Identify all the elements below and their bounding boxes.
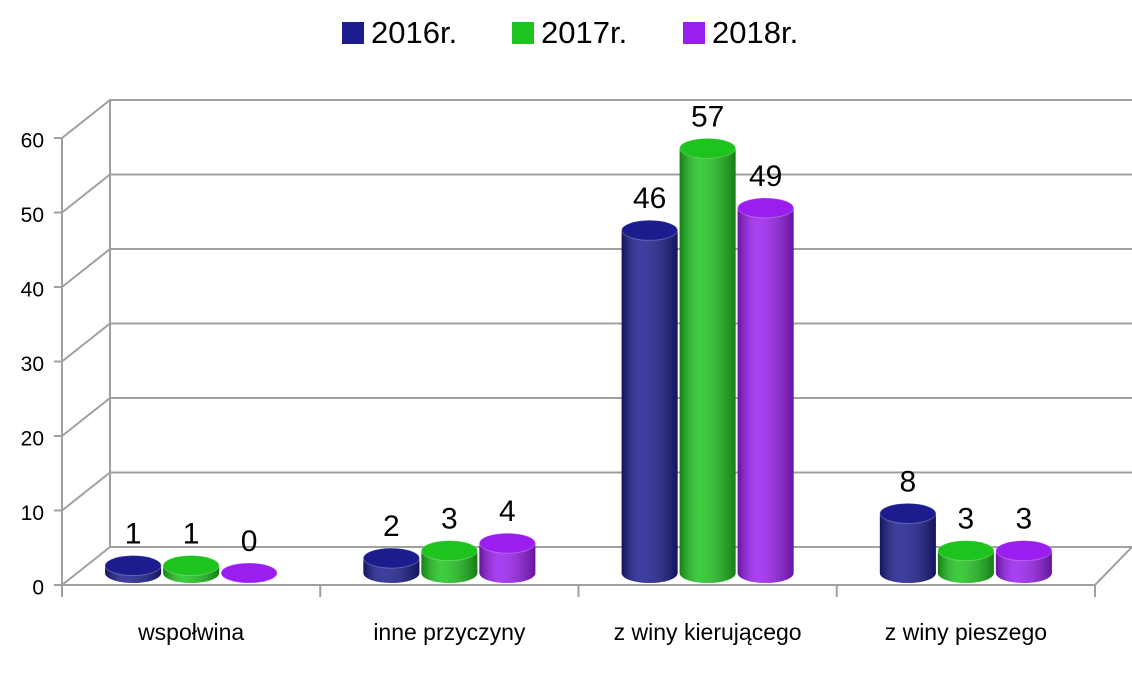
data-label: 46	[633, 182, 666, 215]
bar	[220, 562, 278, 584]
data-label: 2	[383, 510, 400, 543]
bar	[104, 555, 162, 583]
grid-line	[61, 173, 1132, 214]
grid-line	[61, 397, 1132, 437]
bar	[737, 197, 795, 583]
data-label: 0	[241, 525, 258, 558]
data-label: 1	[183, 517, 200, 550]
x-tick-label: z winy pieszego	[884, 619, 1048, 645]
data-label: 3	[441, 503, 458, 536]
bar	[362, 547, 420, 583]
x-tick-label: inne przyczyny	[373, 619, 526, 645]
bar	[420, 540, 478, 583]
y-tick-label: 60	[21, 130, 44, 153]
legend-swatch	[342, 22, 364, 44]
y-tick-label: 40	[21, 279, 44, 302]
grid-line	[61, 99, 1132, 139]
legend-label: 2017r.	[541, 15, 627, 50]
x-tick-label: wspołwina	[138, 619, 245, 645]
y-tick-label: 20	[21, 428, 44, 451]
bar	[679, 137, 737, 583]
data-label: 49	[749, 160, 782, 193]
data-label: 3	[1016, 503, 1033, 536]
bar	[478, 532, 536, 583]
bar	[879, 502, 937, 583]
grid-line	[61, 248, 1132, 288]
y-tick-label: 30	[21, 353, 44, 376]
data-label: 1	[125, 517, 142, 550]
data-label: 3	[958, 503, 975, 536]
legend-label: 2018r.	[712, 15, 798, 50]
grid-line	[61, 322, 1132, 363]
y-tick-label: 10	[21, 502, 44, 525]
legend-swatch	[512, 22, 534, 44]
bar	[937, 540, 995, 583]
data-label: 8	[900, 465, 917, 498]
data-label: 57	[691, 100, 724, 133]
bar	[995, 540, 1053, 583]
y-tick-label: 50	[21, 204, 44, 227]
y-tick-label: 0	[32, 577, 44, 600]
data-label: 4	[499, 495, 516, 528]
legend-label: 2016r.	[371, 15, 457, 50]
bar	[162, 555, 220, 583]
legend-swatch	[683, 22, 705, 44]
bar	[621, 219, 679, 584]
x-tick-label: z winy kierującego	[613, 619, 802, 645]
